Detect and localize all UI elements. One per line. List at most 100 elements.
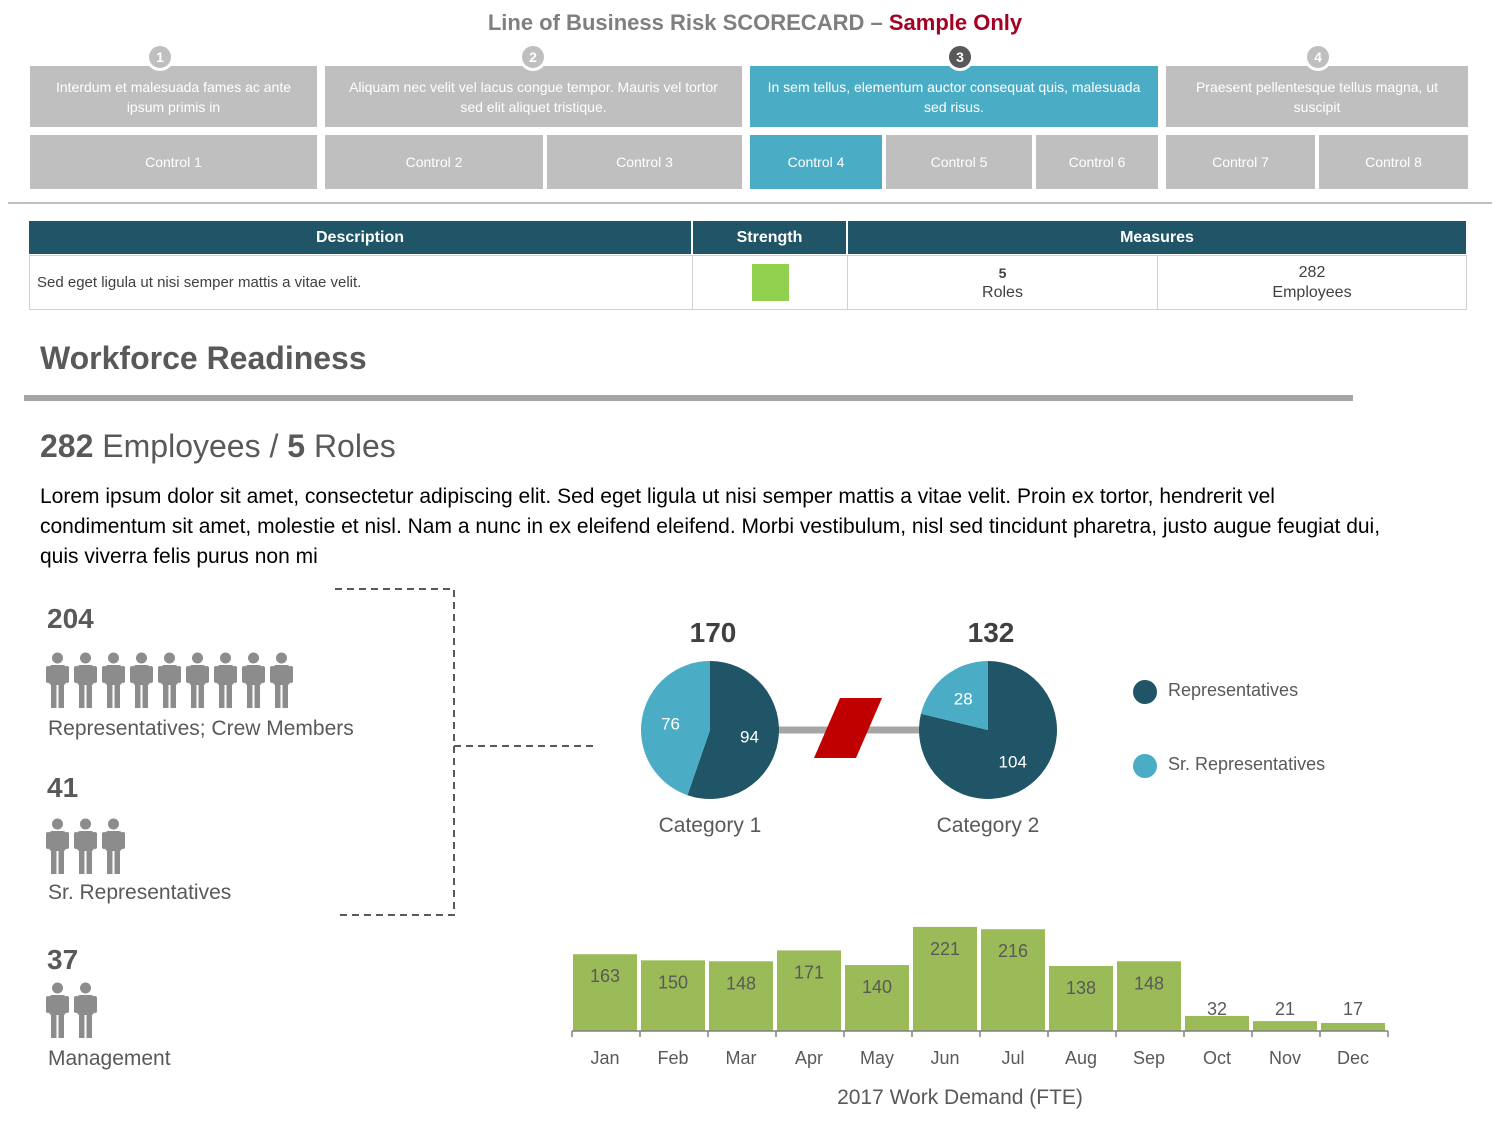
pie-2-value-label: 104: [999, 752, 1027, 771]
measure-employees-value: 282: [1298, 263, 1326, 281]
bar-value-label: 140: [862, 977, 892, 997]
headline-employee-label: Employees /: [102, 428, 279, 464]
group-1-label: Representatives; Crew Members: [48, 717, 354, 740]
bar-category-label: Jun: [930, 1048, 959, 1068]
measure-roles-label: Roles: [982, 283, 1023, 301]
step-1-text: Interdum et malesuada fames ac ante ipsu…: [55, 78, 292, 115]
person-icon: [186, 652, 209, 708]
control-5-cell[interactable]: Control 5: [886, 135, 1032, 189]
pie-2: 104 28: [919, 661, 1057, 799]
person-icon: [158, 652, 181, 708]
bar-value-label: 150: [658, 972, 688, 992]
group-2-label: Sr. Representatives: [48, 881, 232, 904]
bar-category-label: Dec: [1337, 1048, 1369, 1068]
group-3-label: Management: [48, 1047, 171, 1070]
group-1-count: 204: [47, 603, 94, 634]
bar-value-label: 216: [998, 941, 1028, 961]
bar-value-label: 171: [794, 962, 824, 982]
group-1-people-icons: [46, 652, 293, 708]
bar-oct: [1185, 1015, 1249, 1031]
bar-may: [845, 965, 909, 1031]
control-8-cell[interactable]: Control 8: [1319, 135, 1468, 189]
control-3-cell[interactable]: Control 3: [547, 135, 742, 189]
bar-value-label: 148: [1134, 973, 1164, 993]
person-icon: [214, 652, 237, 708]
bar-chart-title: 2017 Work Demand (FTE): [837, 1086, 1083, 1109]
step-4-text: Praesent pellentesque tellus magna, ut s…: [1195, 78, 1439, 115]
bar-category-label: Jul: [1001, 1048, 1024, 1068]
measure-roles-value: 5: [998, 264, 1007, 281]
bar-category-label: Apr: [795, 1048, 823, 1068]
table-header-strength: Strength: [693, 221, 846, 254]
bar-value-label: 221: [930, 939, 960, 959]
bar-jan: [573, 954, 637, 1031]
table-cell-measure-roles: 5 Roles: [847, 255, 1158, 310]
bar-dec: [1321, 1022, 1385, 1031]
bar-category-label: Sep: [1133, 1048, 1165, 1068]
control-6-cell[interactable]: Control 6: [1036, 135, 1158, 189]
control-2-cell[interactable]: Control 2: [325, 135, 543, 189]
bar-category-label: Aug: [1065, 1048, 1097, 1068]
legend-representatives-label: Representatives: [1168, 680, 1299, 700]
bar-jun: [913, 926, 977, 1031]
group-2-people-icons: [46, 818, 125, 874]
title-separator: –: [870, 10, 883, 35]
person-icon: [74, 982, 97, 1038]
step-1-badge[interactable]: 1: [146, 43, 174, 71]
step-2-cell[interactable]: Aliquam nec velit vel lacus congue tempo…: [325, 66, 742, 127]
section-rule: [24, 395, 1353, 401]
control-1-cell[interactable]: Control 1: [30, 135, 317, 189]
person-icon: [46, 982, 69, 1038]
headline-role-count: 5: [287, 428, 306, 464]
title-text: Line of Business Risk SCORECARD: [487, 10, 865, 35]
table-cell-measure-employees: 282 Employees: [1157, 255, 1467, 310]
break-marker: [814, 698, 882, 758]
bar-jul: [981, 929, 1045, 1031]
person-icon: [74, 652, 97, 708]
step-4-cell[interactable]: Praesent pellentesque tellus magna, ut s…: [1166, 66, 1468, 127]
dashed-bracket-connector: [335, 588, 596, 916]
person-icon: [102, 652, 125, 708]
pie-1-total: 170: [689, 617, 737, 648]
pie-2-slice-sr-representatives: [920, 661, 988, 730]
bar-category-label: Nov: [1269, 1048, 1301, 1068]
group-2-count: 41: [47, 772, 79, 803]
group-3-people-icons: [46, 982, 97, 1038]
control-4-cell[interactable]: Control 4: [750, 135, 882, 189]
step-2-badge[interactable]: 2: [519, 43, 547, 71]
strength-indicator: [751, 264, 789, 301]
header-divider: [8, 202, 1492, 204]
table-cell-description: Sed eget ligula ut nisi semper mattis a …: [29, 255, 693, 310]
bar-apr: [777, 950, 841, 1031]
title-accent: Sample Only: [888, 10, 1023, 35]
table-header-measures: Measures: [848, 221, 1466, 254]
control-7-cell[interactable]: Control 7: [1166, 135, 1315, 189]
bar-value-label: 138: [1066, 978, 1096, 998]
bar-chart-bars: 163 150 148 171 140 221 216 138 148 32 21 17: [573, 926, 1385, 1031]
section-title: Workforce Readiness: [40, 340, 367, 376]
pie-1-category-label: Category 1: [658, 814, 762, 837]
step-4-badge[interactable]: 4: [1304, 43, 1332, 71]
pie-1: 94 76: [641, 661, 779, 799]
step-3-badge[interactable]: 3: [946, 43, 974, 71]
person-icon: [102, 818, 125, 874]
person-icon: [74, 818, 97, 874]
bar-chart: 163 150 148 171 140 221 216 138 148 32 21 17 Jan Feb…: [571, 926, 1389, 1109]
step-1-cell[interactable]: Interdum et malesuada fames ac ante ipsu…: [30, 66, 317, 127]
legend-sr-representatives-label: Sr. Representatives: [1168, 754, 1326, 774]
bar-category-label: Jan: [590, 1048, 619, 1068]
person-icon: [270, 652, 293, 708]
bar-value-label: 17: [1343, 999, 1363, 1019]
step-3-cell[interactable]: In sem tellus, elementum auctor consequa…: [750, 66, 1158, 127]
description-text: Sed eget ligula ut nisi semper mattis a …: [37, 274, 362, 291]
bar-sep: [1117, 961, 1181, 1031]
headline: 282 Employees / 5 Roles: [40, 428, 396, 465]
headline-employee-count: 282: [40, 428, 94, 464]
bar-category-label: Mar: [726, 1048, 757, 1068]
bar-category-label: Feb: [657, 1048, 688, 1068]
bar-feb: [641, 960, 705, 1031]
pie-1-slice-representatives: [687, 661, 779, 799]
bar-aug: [1049, 965, 1113, 1031]
person-icon: [242, 652, 265, 708]
bar-value-label: 32: [1207, 999, 1227, 1019]
